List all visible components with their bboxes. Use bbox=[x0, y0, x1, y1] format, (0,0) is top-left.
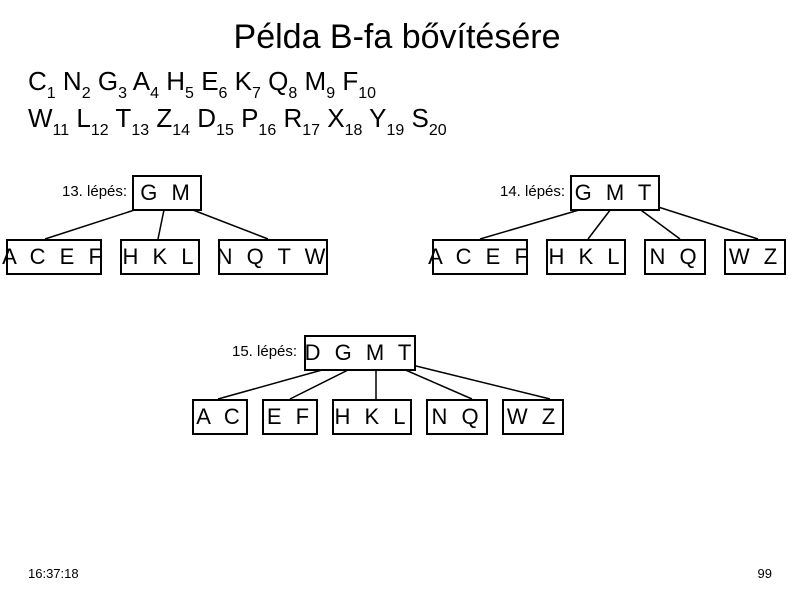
sequence-line-1: C1 N2 G3 A4 H5 E6 K7 Q8 M9 F10 bbox=[28, 65, 794, 102]
footer-timestamp: 16:37:18 bbox=[28, 566, 79, 581]
footer-page-number: 99 bbox=[758, 566, 772, 581]
step14-label: 14. lépés: bbox=[500, 183, 565, 200]
step15-child-0: A C bbox=[192, 399, 248, 435]
step15-root: D G M T bbox=[304, 335, 416, 371]
btree-diagrams: 13. lépés: G M A C E F H K L N Q T W 14.… bbox=[0, 139, 794, 459]
step15-label: 15. lépés: bbox=[232, 343, 297, 360]
step15-child-3: N Q bbox=[426, 399, 488, 435]
step13-label: 13. lépés: bbox=[62, 183, 127, 200]
insert-sequence: C1 N2 G3 A4 H5 E6 K7 Q8 M9 F10 W11 L12 T… bbox=[0, 65, 794, 139]
step13-child-2: N Q T W bbox=[218, 239, 328, 275]
step15-child-2: H K L bbox=[332, 399, 412, 435]
step13-child-1: H K L bbox=[120, 239, 200, 275]
step15-child-1: E F bbox=[262, 399, 318, 435]
step15-child-4: W Z bbox=[502, 399, 564, 435]
step13-root: G M bbox=[132, 175, 202, 211]
step13-child-0: A C E F bbox=[6, 239, 102, 275]
step14-child-3: W Z bbox=[724, 239, 786, 275]
step14-child-1: H K L bbox=[546, 239, 626, 275]
slide-title: Példa B-fa bővítésére bbox=[0, 0, 794, 65]
sequence-line-2: W11 L12 T13 Z14 D15 P16 R17 X18 Y19 S20 bbox=[28, 102, 794, 139]
step14-root: G M T bbox=[570, 175, 660, 211]
step14-child-0: A C E F bbox=[432, 239, 528, 275]
step14-child-2: N Q bbox=[644, 239, 706, 275]
